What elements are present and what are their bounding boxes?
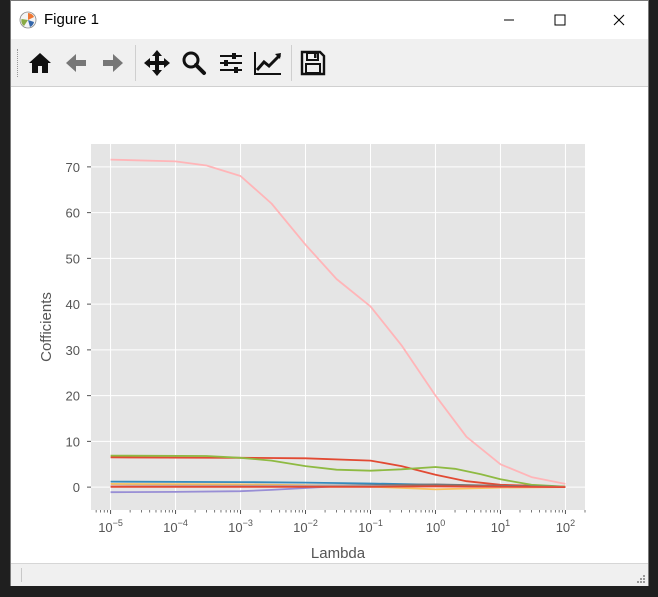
window-title: Figure 1 <box>44 11 100 28</box>
sliders-icon <box>220 53 242 73</box>
toolbar-separator <box>135 45 136 81</box>
close-button[interactable] <box>596 1 642 39</box>
series-line <box>110 485 566 488</box>
save-button[interactable] <box>297 46 329 80</box>
maximize-icon <box>554 14 566 26</box>
x-tick-label: 102 <box>556 518 575 535</box>
line-chart-icon <box>254 52 282 75</box>
figure-window: Figure 1 <box>10 0 649 586</box>
back-button[interactable] <box>60 46 92 80</box>
series-line <box>110 454 566 488</box>
x-tick-label: 100 <box>426 518 445 535</box>
subplots-button[interactable] <box>215 46 247 80</box>
line-chart: 10−5 10−4 10−3 10−2 10−1 100 101 102 0 10 20 30 40 5… <box>38 144 586 562</box>
y-tick-label: 70 <box>66 160 80 175</box>
x-tick-label: 10−2 <box>293 518 318 535</box>
plot-area <box>91 144 585 510</box>
home-button[interactable] <box>24 46 56 80</box>
home-icon <box>29 53 51 73</box>
minimize-button[interactable] <box>486 1 532 39</box>
y-tick-label: 60 <box>66 206 80 221</box>
y-tick-label: 10 <box>66 434 80 449</box>
figure-canvas[interactable]: 10−5 10−4 10−3 10−2 10−1 100 101 102 0 10 20 30 40 5… <box>11 87 648 562</box>
status-separator <box>21 568 22 582</box>
navigation-toolbar <box>11 39 648 87</box>
magnifier-icon <box>182 51 206 75</box>
pan-button[interactable] <box>141 46 173 80</box>
minimize-icon <box>504 19 514 21</box>
resize-grip-icon[interactable] <box>636 574 646 584</box>
y-axis: 0 10 20 30 40 50 60 70 <box>66 160 91 495</box>
customize-button[interactable] <box>252 46 284 80</box>
x-axis-label: Lambda <box>311 545 366 562</box>
x-tick-label: 10−4 <box>163 518 188 535</box>
series-lines <box>110 158 566 494</box>
x-tick-label: 10−1 <box>358 518 383 535</box>
title-bar[interactable]: Figure 1 <box>11 1 648 39</box>
close-icon <box>613 14 625 26</box>
matplotlib-logo-icon <box>19 11 37 29</box>
series-line <box>110 483 566 491</box>
x-tick-label: 101 <box>491 518 510 535</box>
status-bar <box>11 563 648 586</box>
y-axis-label: Cofficients <box>38 292 55 362</box>
maximize-button[interactable] <box>537 1 583 39</box>
y-tick-label: 0 <box>73 480 80 495</box>
toolbar-grip[interactable] <box>17 49 22 77</box>
forward-button[interactable] <box>97 46 129 80</box>
y-tick-label: 50 <box>66 251 80 266</box>
x-axis: 10−5 10−4 10−3 10−2 10−1 100 101 102 <box>98 510 575 535</box>
arrow-right-icon <box>103 54 123 72</box>
arrow-left-icon <box>66 54 86 72</box>
y-tick-label: 20 <box>66 389 80 404</box>
series-line <box>110 456 566 488</box>
background-editor-bottom <box>0 585 658 597</box>
x-minor-ticks <box>95 510 586 513</box>
y-tick-label: 40 <box>66 297 80 312</box>
x-tick-label: 10−5 <box>98 518 123 535</box>
x-tick-label: 10−3 <box>228 518 253 535</box>
move-icon <box>144 50 170 76</box>
zoom-button[interactable] <box>178 46 210 80</box>
background-editor-left <box>0 0 10 597</box>
series-line <box>110 158 566 485</box>
toolbar-separator <box>291 45 292 81</box>
floppy-disk-icon <box>300 50 326 76</box>
y-tick-label: 30 <box>66 343 80 358</box>
